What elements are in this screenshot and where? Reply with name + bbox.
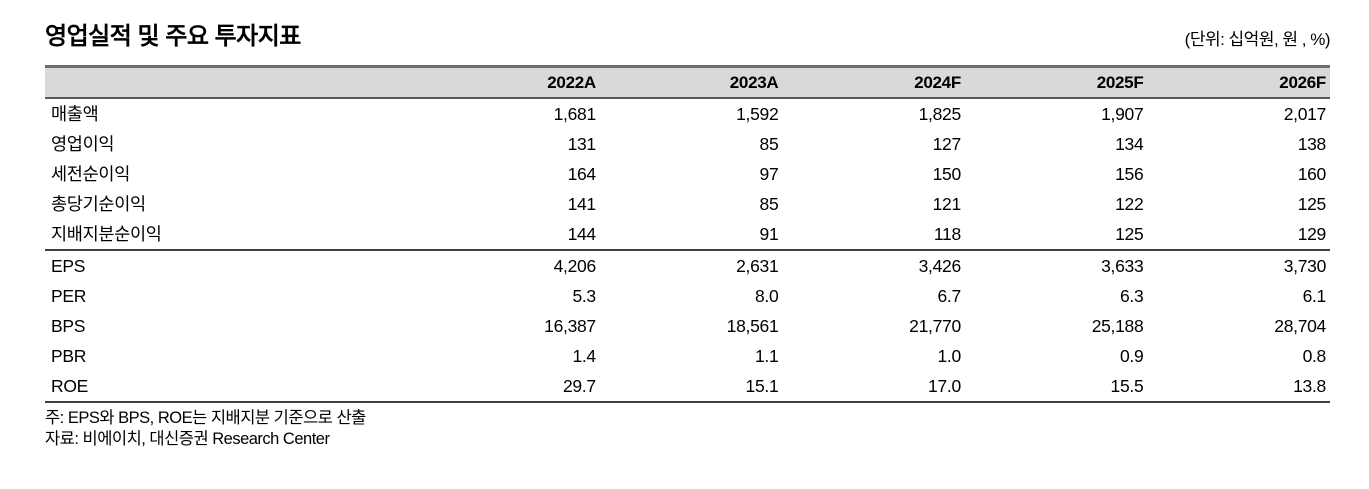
cell-value: 15.5 (964, 371, 1148, 403)
cell-value: 3,426 (782, 249, 965, 281)
cell-value: 2,631 (599, 249, 783, 281)
unit-note: (단위: 십억원, 원 , %) (1184, 30, 1331, 49)
cell-value: 129 (1297, 224, 1327, 244)
footnote-basis: 주: EPS와 BPS, ROE는 지배지분 기준으로 산출 (45, 409, 366, 427)
cell-value: 97 (759, 164, 779, 184)
cell-value: 6.7 (937, 286, 961, 306)
cell-value: 13.8 (1147, 371, 1330, 403)
row-label: 총당기순이익 (51, 194, 146, 214)
cell-value: 29.7 (417, 371, 600, 403)
cell-value: 121 (932, 194, 962, 214)
cell-value: 85 (759, 134, 779, 154)
table-row: 지배지분순이익 144 91 118 125 129 (45, 219, 1330, 250)
cell-value: 8.0 (754, 286, 779, 306)
footnote-source: 자료: 비에이치, 대신증권 Research Center (45, 430, 330, 448)
page-title: 영업실적 및 주요 투자지표 (45, 23, 301, 50)
cell-value: 15.1 (599, 371, 783, 403)
cell-value: 160 (1297, 164, 1327, 184)
cell-value: 1,681 (553, 104, 597, 124)
financials-table-head: 2022A 2023A 2024F 2025F 2026F (45, 65, 1330, 99)
cell-value: 4,206 (417, 249, 600, 281)
table-row: PBR 1.4 1.1 1.0 0.9 0.8 (45, 341, 1330, 371)
row-label: PBR (51, 346, 87, 366)
cell-value: 28,704 (1274, 316, 1326, 336)
row-label: 지배지분순이익 (51, 224, 162, 244)
cell-value: 3,730 (1147, 249, 1330, 281)
cell-value: 0.8 (1302, 346, 1327, 366)
cell-value: 6.3 (1119, 286, 1144, 306)
table-row: PER 5.3 8.0 6.7 6.3 6.1 (45, 281, 1330, 311)
cell-value: 118 (933, 224, 961, 244)
cell-value: 2,017 (1283, 104, 1327, 124)
column-header-blank (45, 65, 418, 99)
financials-table: 2022A 2023A 2024F 2025F 2026F 매출액 1,681 1,592 1… (45, 65, 1330, 403)
row-label: 매출액 (51, 104, 99, 124)
row-label: 영업이익 (51, 134, 115, 154)
cell-value: 141 (567, 194, 597, 214)
cell-value: 1,592 (736, 104, 779, 124)
table-row: EPS 4,206 2,631 3,426 3,633 3,730 (45, 249, 1330, 281)
cell-value: 134 (1115, 134, 1144, 154)
cell-value: 122 (1115, 194, 1144, 214)
cell-value: 1.1 (754, 346, 779, 366)
cell-value: 17.0 (782, 371, 965, 403)
column-header-2025F: 2025F (964, 65, 1148, 99)
cell-value: 16,387 (544, 316, 596, 336)
row-label: 세전순이익 (51, 164, 130, 184)
column-header-2023A: 2023A (599, 65, 783, 99)
column-header-2026F: 2026F (1147, 65, 1330, 99)
cell-value: 1,825 (918, 104, 962, 124)
column-header-2024F: 2024F (782, 65, 965, 99)
table-section-metrics: EPS 4,206 2,631 3,426 3,633 3,730 PER 5.3 8.0 6.7… (45, 249, 1330, 403)
cell-value: 156 (1115, 164, 1144, 184)
cell-value: 138 (1297, 134, 1327, 154)
table-row: BPS 16,387 18,561 21,770 25,188 28,704 (45, 311, 1330, 341)
cell-value: 3,633 (964, 249, 1148, 281)
cell-value: 1,907 (1101, 104, 1144, 124)
cell-value: 1.4 (572, 346, 596, 366)
cell-value: 25,188 (1091, 316, 1144, 336)
row-label: ROE (45, 371, 418, 403)
table-row: 매출액 1,681 1,592 1,825 1,907 2,017 (45, 98, 1330, 129)
cell-value: 6.1 (1302, 286, 1327, 306)
cell-value: 150 (932, 164, 962, 184)
footnotes: 주: EPS와 BPS, ROE는 지배지분 기준으로 산출 자료: 비에이치,… (45, 408, 1330, 450)
cell-value: 5.3 (572, 286, 596, 306)
cell-value: 18,561 (726, 316, 779, 336)
table-header-row: 2022A 2023A 2024F 2025F 2026F (45, 65, 1330, 99)
column-header-2022A: 2022A (417, 65, 600, 99)
row-label: BPS (51, 316, 86, 336)
cell-value: 91 (759, 224, 779, 244)
table-row: 영업이익 131 85 127 134 138 (45, 129, 1330, 159)
cell-value: 127 (932, 134, 962, 154)
row-label: EPS (45, 249, 418, 281)
table-row: 세전순이익 164 97 150 156 160 (45, 159, 1330, 189)
table-row: ROE 29.7 15.1 17.0 15.5 13.8 (45, 371, 1330, 403)
cell-value: 21,770 (909, 316, 961, 336)
cell-value: 85 (759, 194, 779, 214)
cell-value: 125 (1115, 224, 1144, 244)
row-label: PER (51, 286, 87, 306)
cell-value: 164 (567, 164, 597, 184)
cell-value: 0.9 (1119, 346, 1144, 366)
cell-value: 1.0 (937, 346, 961, 366)
cell-value: 144 (567, 224, 597, 244)
cell-value: 125 (1297, 194, 1327, 214)
table-header-bar: 영업실적 및 주요 투자지표 (단위: 십억원, 원 , %) (45, 22, 1331, 52)
table-row: 총당기순이익 141 85 121 122 125 (45, 189, 1330, 219)
cell-value: 131 (567, 134, 597, 154)
table-section-earnings: 매출액 1,681 1,592 1,825 1,907 2,017 영업이익 131 85 127… (45, 98, 1330, 250)
